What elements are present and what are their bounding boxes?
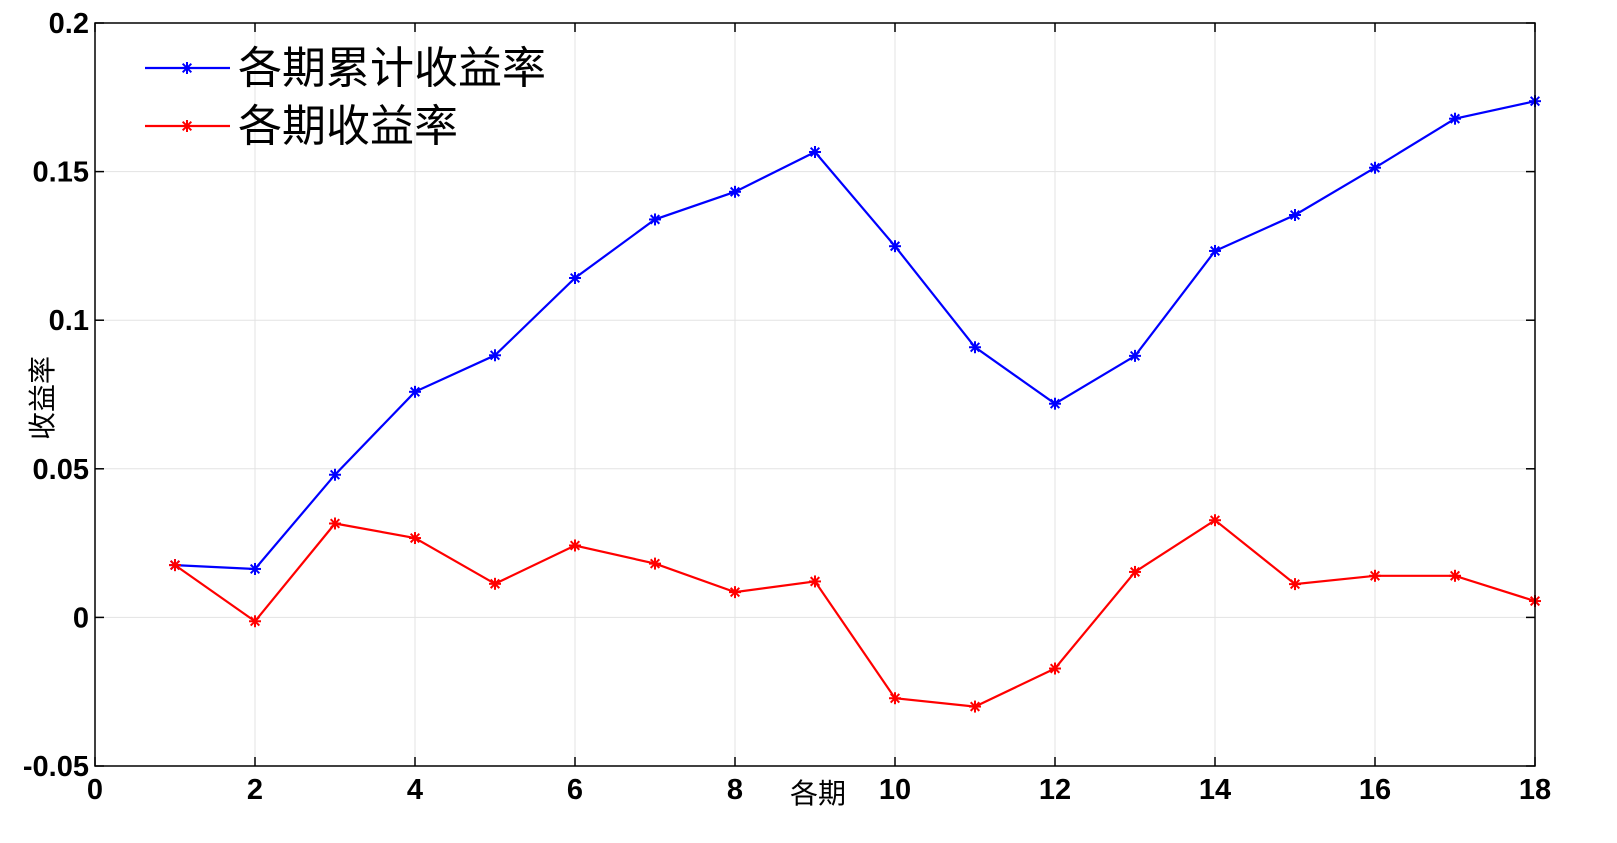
- x-tick-label: 18: [1519, 774, 1551, 806]
- series-2-point: [729, 586, 741, 599]
- series-1-point: [649, 213, 661, 226]
- legend-label-2: 各期收益率: [238, 101, 458, 152]
- series-2-point: [969, 700, 981, 713]
- series-1-point: [1129, 349, 1141, 362]
- series-2-point: [889, 692, 901, 705]
- series-2-point: [409, 532, 421, 545]
- series-1-point: [809, 145, 821, 158]
- series-2-point: [809, 575, 821, 588]
- series-1-point: [329, 468, 341, 481]
- series-2-point: [649, 557, 661, 570]
- y-tick-label: 0.1: [49, 305, 89, 337]
- series-1-point: [489, 349, 501, 362]
- legend-marker-1: [181, 62, 193, 74]
- x-tick-label: 4: [407, 774, 423, 806]
- series-2-point: [1369, 569, 1381, 582]
- series-2-point: [1049, 662, 1061, 675]
- series-1-point: [409, 385, 421, 398]
- series-1-point: [729, 185, 741, 198]
- series-2-point: [1129, 565, 1141, 578]
- series-1-point: [569, 271, 581, 284]
- series-1-point: [1289, 208, 1301, 221]
- x-tick-label: 10: [879, 774, 911, 806]
- series-2-point: [1289, 578, 1301, 591]
- series-2-point: [489, 577, 501, 590]
- series-1-point: [1369, 161, 1381, 174]
- series-1-point: [969, 341, 981, 354]
- legend-marker-2: [181, 120, 193, 132]
- plot-area-frame: [94, 22, 1536, 767]
- x-tick-label: 12: [1039, 774, 1071, 806]
- x-tick-label: 14: [1199, 774, 1231, 806]
- series-2-point: [249, 615, 261, 628]
- y-tick-label: 0.05: [33, 454, 89, 486]
- data-series: [169, 95, 1541, 713]
- series-2-point: [569, 539, 581, 552]
- y-tick-label: 0.15: [33, 157, 89, 189]
- series-2-point: [1209, 514, 1221, 527]
- series-1-point: [1209, 244, 1221, 257]
- series-1-point: [1449, 112, 1461, 125]
- x-tick-label: 8: [727, 774, 743, 806]
- x-tick-label: 0: [87, 774, 103, 806]
- x-tick-label: 2: [247, 774, 263, 806]
- series-1-point: [1049, 397, 1061, 410]
- x-axis-title: 各期: [790, 777, 846, 810]
- y-tick-label: -0.05: [23, 751, 89, 783]
- legend-label-1: 各期累计收益率: [238, 43, 546, 94]
- series-line-1: [174, 100, 1536, 571]
- series-2-point: [1449, 569, 1461, 582]
- x-tick-label: 6: [567, 774, 583, 806]
- series-line-2: [174, 518, 1536, 708]
- y-tick-label: 0.2: [49, 8, 89, 40]
- series-2-point: [329, 517, 341, 530]
- y-axis-title: 收益率: [26, 356, 59, 440]
- series-2-point: [169, 559, 181, 572]
- x-tick-label: 16: [1359, 774, 1391, 806]
- series-1-point: [889, 240, 901, 253]
- y-tick-label: 0: [73, 602, 89, 634]
- series-1-point: [249, 562, 261, 575]
